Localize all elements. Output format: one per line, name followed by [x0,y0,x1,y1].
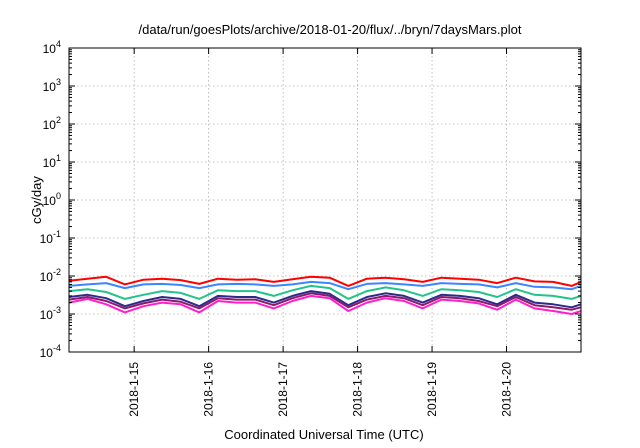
y-tick-label: 10-2 [40,267,61,284]
x-tick-label: 2018-1-20 [500,362,514,417]
plot-series [68,275,582,315]
axes: 10-410-310-210-11001011021031042018-1-15… [40,39,582,417]
y-tick-base: 10 [43,156,57,170]
y-tick-base: 10 [43,42,57,56]
y-tick-exponent: -4 [53,343,61,353]
x-tick-label: 2018-1-18 [351,362,365,417]
chart-title: /data/run/goesPlots/archive/2018-01-20/f… [139,22,522,37]
y-tick-label: 102 [43,115,61,132]
y-tick-base: 10 [43,118,57,132]
y-tick-label: 10-4 [40,343,61,360]
y-tick-label: 101 [43,153,61,170]
x-tick-label: 2018-1-16 [202,362,216,417]
y-tick-base: 10 [40,308,54,322]
y-tick-label: 103 [43,77,61,94]
y-tick-label: 104 [43,39,61,56]
y-tick-exponent: -3 [53,305,61,315]
x-axis-label: Coordinated Universal Time (UTC) [224,427,423,442]
y-tick-label: 10-1 [40,229,61,246]
series-line-3 [68,284,582,300]
y-tick-base: 10 [43,80,57,94]
y-tick-base: 10 [40,270,54,284]
y-tick-exponent: 4 [56,39,61,49]
y-tick-exponent: 1 [56,153,61,163]
y-tick-exponent: -1 [53,229,61,239]
y-tick-base: 10 [40,232,54,246]
y-tick-base: 10 [40,346,54,360]
y-tick-exponent: 2 [56,115,61,125]
series-line-5 [68,292,582,311]
x-tick-label: 2018-1-15 [127,362,141,417]
y-tick-exponent: 0 [56,191,61,201]
y-tick-label: 100 [43,191,61,208]
series-line-6 [68,294,582,315]
series-line-2 [68,280,582,291]
series-line-4 [68,290,582,309]
plot-frame [68,47,582,353]
x-tick-label: 2018-1-19 [425,362,439,417]
series-line-1 [68,275,582,287]
x-tick-label: 2018-1-17 [276,362,290,417]
y-tick-exponent: -2 [53,267,61,277]
y-axis-label: cGy/day [29,176,44,224]
y-tick-label: 10-3 [40,305,61,322]
y-tick-exponent: 3 [56,77,61,87]
y-tick-base: 10 [43,194,57,208]
